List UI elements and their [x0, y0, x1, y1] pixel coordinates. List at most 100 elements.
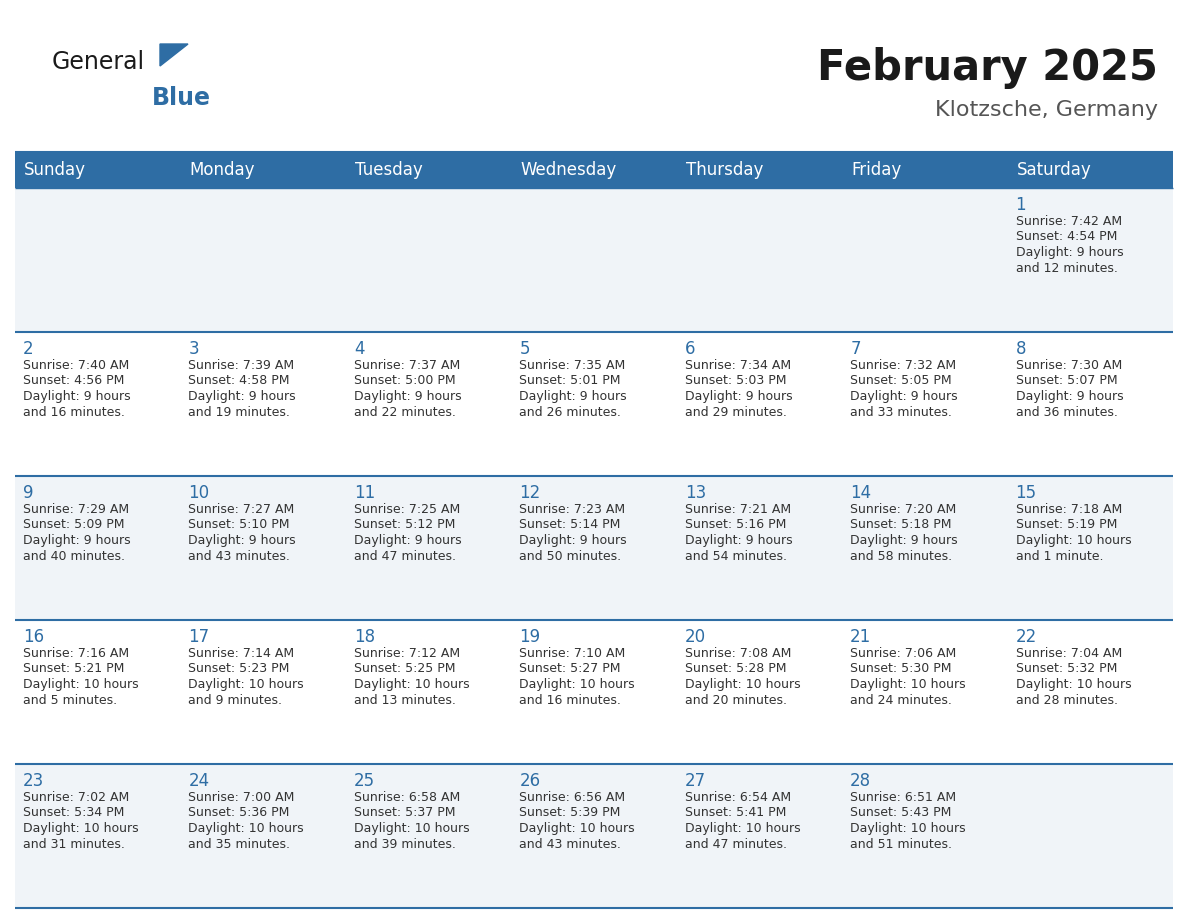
Text: 3: 3: [189, 340, 200, 358]
Text: Sunrise: 7:40 AM: Sunrise: 7:40 AM: [23, 359, 129, 372]
Text: Sunrise: 7:27 AM: Sunrise: 7:27 AM: [189, 503, 295, 516]
Text: Sunday: Sunday: [24, 161, 86, 179]
Text: and 22 minutes.: and 22 minutes.: [354, 406, 456, 419]
Text: Sunset: 5:00 PM: Sunset: 5:00 PM: [354, 375, 455, 387]
Text: Sunrise: 7:32 AM: Sunrise: 7:32 AM: [851, 359, 956, 372]
Text: Daylight: 10 hours: Daylight: 10 hours: [1016, 534, 1131, 547]
Text: Sunset: 5:16 PM: Sunset: 5:16 PM: [684, 519, 786, 532]
Bar: [15, 188, 1173, 332]
Text: Friday: Friday: [851, 161, 902, 179]
Text: and 20 minutes.: and 20 minutes.: [684, 693, 786, 707]
Text: Sunset: 5:23 PM: Sunset: 5:23 PM: [189, 663, 290, 676]
Text: and 26 minutes.: and 26 minutes.: [519, 406, 621, 419]
Text: and 40 minutes.: and 40 minutes.: [23, 550, 125, 563]
Text: Sunrise: 7:18 AM: Sunrise: 7:18 AM: [1016, 503, 1121, 516]
Text: 23: 23: [23, 772, 44, 790]
Text: Sunrise: 7:14 AM: Sunrise: 7:14 AM: [189, 647, 295, 660]
Text: Daylight: 9 hours: Daylight: 9 hours: [519, 390, 627, 403]
Text: and 31 minutes.: and 31 minutes.: [23, 837, 125, 850]
Text: Sunset: 5:10 PM: Sunset: 5:10 PM: [189, 519, 290, 532]
Text: 18: 18: [354, 628, 375, 646]
Text: Tuesday: Tuesday: [355, 161, 423, 179]
Text: Sunset: 5:36 PM: Sunset: 5:36 PM: [189, 807, 290, 820]
Text: 14: 14: [851, 484, 871, 502]
Text: Daylight: 10 hours: Daylight: 10 hours: [519, 678, 634, 691]
Text: Sunrise: 6:54 AM: Sunrise: 6:54 AM: [684, 791, 791, 804]
Text: Sunset: 5:32 PM: Sunset: 5:32 PM: [1016, 663, 1117, 676]
Text: Sunset: 5:25 PM: Sunset: 5:25 PM: [354, 663, 455, 676]
Text: Sunset: 5:21 PM: Sunset: 5:21 PM: [23, 663, 125, 676]
Text: Sunset: 5:19 PM: Sunset: 5:19 PM: [1016, 519, 1117, 532]
Text: Sunrise: 6:58 AM: Sunrise: 6:58 AM: [354, 791, 460, 804]
Text: Sunset: 5:14 PM: Sunset: 5:14 PM: [519, 519, 620, 532]
Text: and 33 minutes.: and 33 minutes.: [851, 406, 952, 419]
Text: and 1 minute.: and 1 minute.: [1016, 550, 1104, 563]
Text: Sunrise: 7:08 AM: Sunrise: 7:08 AM: [684, 647, 791, 660]
Text: Daylight: 10 hours: Daylight: 10 hours: [851, 678, 966, 691]
Text: 6: 6: [684, 340, 695, 358]
Bar: [181, 152, 346, 188]
Text: 12: 12: [519, 484, 541, 502]
Text: Sunset: 4:58 PM: Sunset: 4:58 PM: [189, 375, 290, 387]
Text: Sunset: 4:54 PM: Sunset: 4:54 PM: [1016, 230, 1117, 243]
Text: Sunrise: 7:04 AM: Sunrise: 7:04 AM: [1016, 647, 1121, 660]
Text: Daylight: 9 hours: Daylight: 9 hours: [1016, 246, 1123, 259]
Text: Sunrise: 7:21 AM: Sunrise: 7:21 AM: [684, 503, 791, 516]
Text: and 51 minutes.: and 51 minutes.: [851, 837, 952, 850]
Text: Sunset: 5:28 PM: Sunset: 5:28 PM: [684, 663, 786, 676]
Bar: [677, 152, 842, 188]
Text: Monday: Monday: [189, 161, 255, 179]
Text: Sunset: 5:43 PM: Sunset: 5:43 PM: [851, 807, 952, 820]
Text: Daylight: 9 hours: Daylight: 9 hours: [23, 534, 131, 547]
Text: Daylight: 9 hours: Daylight: 9 hours: [684, 534, 792, 547]
Text: Sunrise: 7:35 AM: Sunrise: 7:35 AM: [519, 359, 626, 372]
Text: 17: 17: [189, 628, 209, 646]
Text: 20: 20: [684, 628, 706, 646]
Text: Daylight: 10 hours: Daylight: 10 hours: [519, 822, 634, 835]
Text: Daylight: 10 hours: Daylight: 10 hours: [684, 822, 801, 835]
Text: Sunrise: 7:37 AM: Sunrise: 7:37 AM: [354, 359, 460, 372]
Text: Sunset: 5:07 PM: Sunset: 5:07 PM: [1016, 375, 1117, 387]
Text: 1: 1: [1016, 196, 1026, 214]
Text: 2: 2: [23, 340, 33, 358]
Text: Daylight: 9 hours: Daylight: 9 hours: [684, 390, 792, 403]
Text: 26: 26: [519, 772, 541, 790]
Text: General: General: [52, 50, 145, 74]
Text: Sunset: 5:34 PM: Sunset: 5:34 PM: [23, 807, 125, 820]
Text: 7: 7: [851, 340, 860, 358]
Text: Blue: Blue: [152, 86, 211, 110]
Text: Daylight: 9 hours: Daylight: 9 hours: [189, 534, 296, 547]
Text: Sunrise: 7:20 AM: Sunrise: 7:20 AM: [851, 503, 956, 516]
Bar: [346, 152, 511, 188]
Text: and 12 minutes.: and 12 minutes.: [1016, 262, 1118, 274]
Text: 28: 28: [851, 772, 871, 790]
Bar: [15, 764, 1173, 908]
Text: and 39 minutes.: and 39 minutes.: [354, 837, 456, 850]
Text: and 16 minutes.: and 16 minutes.: [519, 693, 621, 707]
Text: and 35 minutes.: and 35 minutes.: [189, 837, 290, 850]
Text: 22: 22: [1016, 628, 1037, 646]
Bar: [15, 476, 1173, 620]
Bar: [1007, 152, 1173, 188]
Text: 4: 4: [354, 340, 365, 358]
Text: Sunset: 4:56 PM: Sunset: 4:56 PM: [23, 375, 125, 387]
Text: Daylight: 9 hours: Daylight: 9 hours: [189, 390, 296, 403]
Text: and 5 minutes.: and 5 minutes.: [23, 693, 118, 707]
Text: Sunrise: 7:30 AM: Sunrise: 7:30 AM: [1016, 359, 1121, 372]
Text: Daylight: 10 hours: Daylight: 10 hours: [354, 678, 469, 691]
Text: and 58 minutes.: and 58 minutes.: [851, 550, 953, 563]
Text: 16: 16: [23, 628, 44, 646]
Text: and 47 minutes.: and 47 minutes.: [684, 837, 786, 850]
Text: Sunrise: 7:25 AM: Sunrise: 7:25 AM: [354, 503, 460, 516]
Text: Sunrise: 7:42 AM: Sunrise: 7:42 AM: [1016, 215, 1121, 228]
Text: February 2025: February 2025: [817, 47, 1158, 89]
Text: 11: 11: [354, 484, 375, 502]
Text: and 54 minutes.: and 54 minutes.: [684, 550, 786, 563]
Text: and 29 minutes.: and 29 minutes.: [684, 406, 786, 419]
Text: Daylight: 10 hours: Daylight: 10 hours: [189, 822, 304, 835]
Text: and 50 minutes.: and 50 minutes.: [519, 550, 621, 563]
Bar: [842, 152, 1007, 188]
Text: Daylight: 10 hours: Daylight: 10 hours: [189, 678, 304, 691]
Text: 10: 10: [189, 484, 209, 502]
Text: Sunrise: 7:39 AM: Sunrise: 7:39 AM: [189, 359, 295, 372]
